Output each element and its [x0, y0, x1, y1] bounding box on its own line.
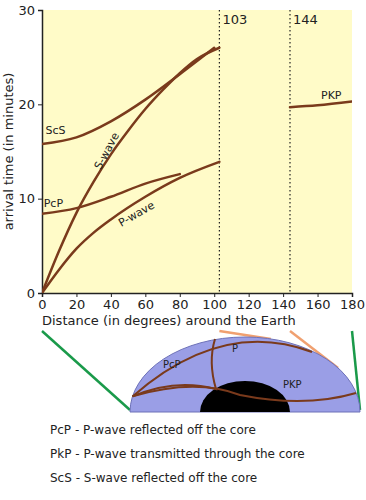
tick-label: 100 [202, 297, 227, 312]
curve-label: P-wave [116, 199, 157, 230]
tick-label: 120 [237, 297, 262, 312]
tick-label: 80 [172, 297, 189, 312]
earth [130, 337, 360, 412]
x-axis: 0 20 40 60 80 100 120 140 160 180 [38, 293, 365, 312]
tick-label: 180 [340, 297, 365, 312]
ray [133, 387, 356, 401]
tick-mark [38, 104, 42, 105]
curves [42, 48, 352, 293]
tick-label: 10 [18, 191, 35, 206]
tick: 160 [306, 293, 331, 312]
tick-label: 140 [271, 297, 296, 312]
tick: 60 [138, 293, 155, 312]
tick-label: 20 [69, 297, 86, 312]
tick: 80 [172, 293, 189, 312]
tick: 0 [38, 293, 46, 312]
tick: 180 [340, 293, 365, 312]
curve [42, 174, 180, 214]
curve [42, 162, 219, 293]
axis-line [38, 11, 43, 294]
curve-label: PcP [44, 197, 64, 210]
tick-mark [38, 10, 42, 11]
note: ScS - S-wave reflected off the core [50, 471, 257, 485]
plot-background [42, 10, 352, 293]
note: PkP - P-wave transmitted through the cor… [50, 447, 305, 461]
curve [290, 102, 352, 108]
tick: 20 [18, 97, 42, 112]
tick-label: 60 [138, 297, 155, 312]
tick: 40 [103, 293, 120, 312]
ray-label: PKP [283, 379, 302, 390]
curve-label: PKP [321, 89, 342, 102]
tick-label: 30 [18, 3, 35, 18]
curve [42, 48, 219, 293]
tick: 10 [18, 191, 42, 206]
ray-label: P [232, 343, 238, 354]
tick-mark [38, 293, 42, 294]
y-axis: 0 10 20 30 [18, 3, 42, 301]
tick: 140 [271, 293, 296, 312]
tick-label: 40 [103, 297, 120, 312]
ray [133, 342, 312, 397]
tick: 0 [27, 286, 42, 301]
tick: 30 [18, 3, 42, 18]
tick-mark [38, 199, 42, 200]
connector [42, 331, 130, 410]
note: PcP - P-wave reflected off the core [50, 423, 256, 437]
tick-label: 0 [27, 286, 35, 301]
tick: 20 [69, 293, 86, 312]
tick: 120 [237, 293, 262, 312]
tick-label: 0 [38, 297, 46, 312]
curve-label: S-wave [92, 130, 122, 172]
ray-label: PcP [163, 359, 181, 370]
y-axis-title: arrival time (in minutes) [1, 73, 16, 231]
marker-line [289, 10, 290, 293]
tick-label: 20 [18, 97, 35, 112]
tick-label: 160 [306, 297, 331, 312]
marker-label: 144 [293, 12, 318, 27]
earth-diagram: PcP P PKP [42, 331, 360, 412]
tick: 100 [202, 293, 227, 312]
x-axis-title: Distance (in degrees) around the Earth [42, 313, 296, 328]
curve-label: ScS [45, 124, 65, 137]
marker-line [219, 10, 220, 293]
figure: 103 144 0 20 40 60 80 100 120 140 160 180 0 10 20 30 Dis… [0, 0, 366, 500]
marker-label: 103 [222, 12, 247, 27]
